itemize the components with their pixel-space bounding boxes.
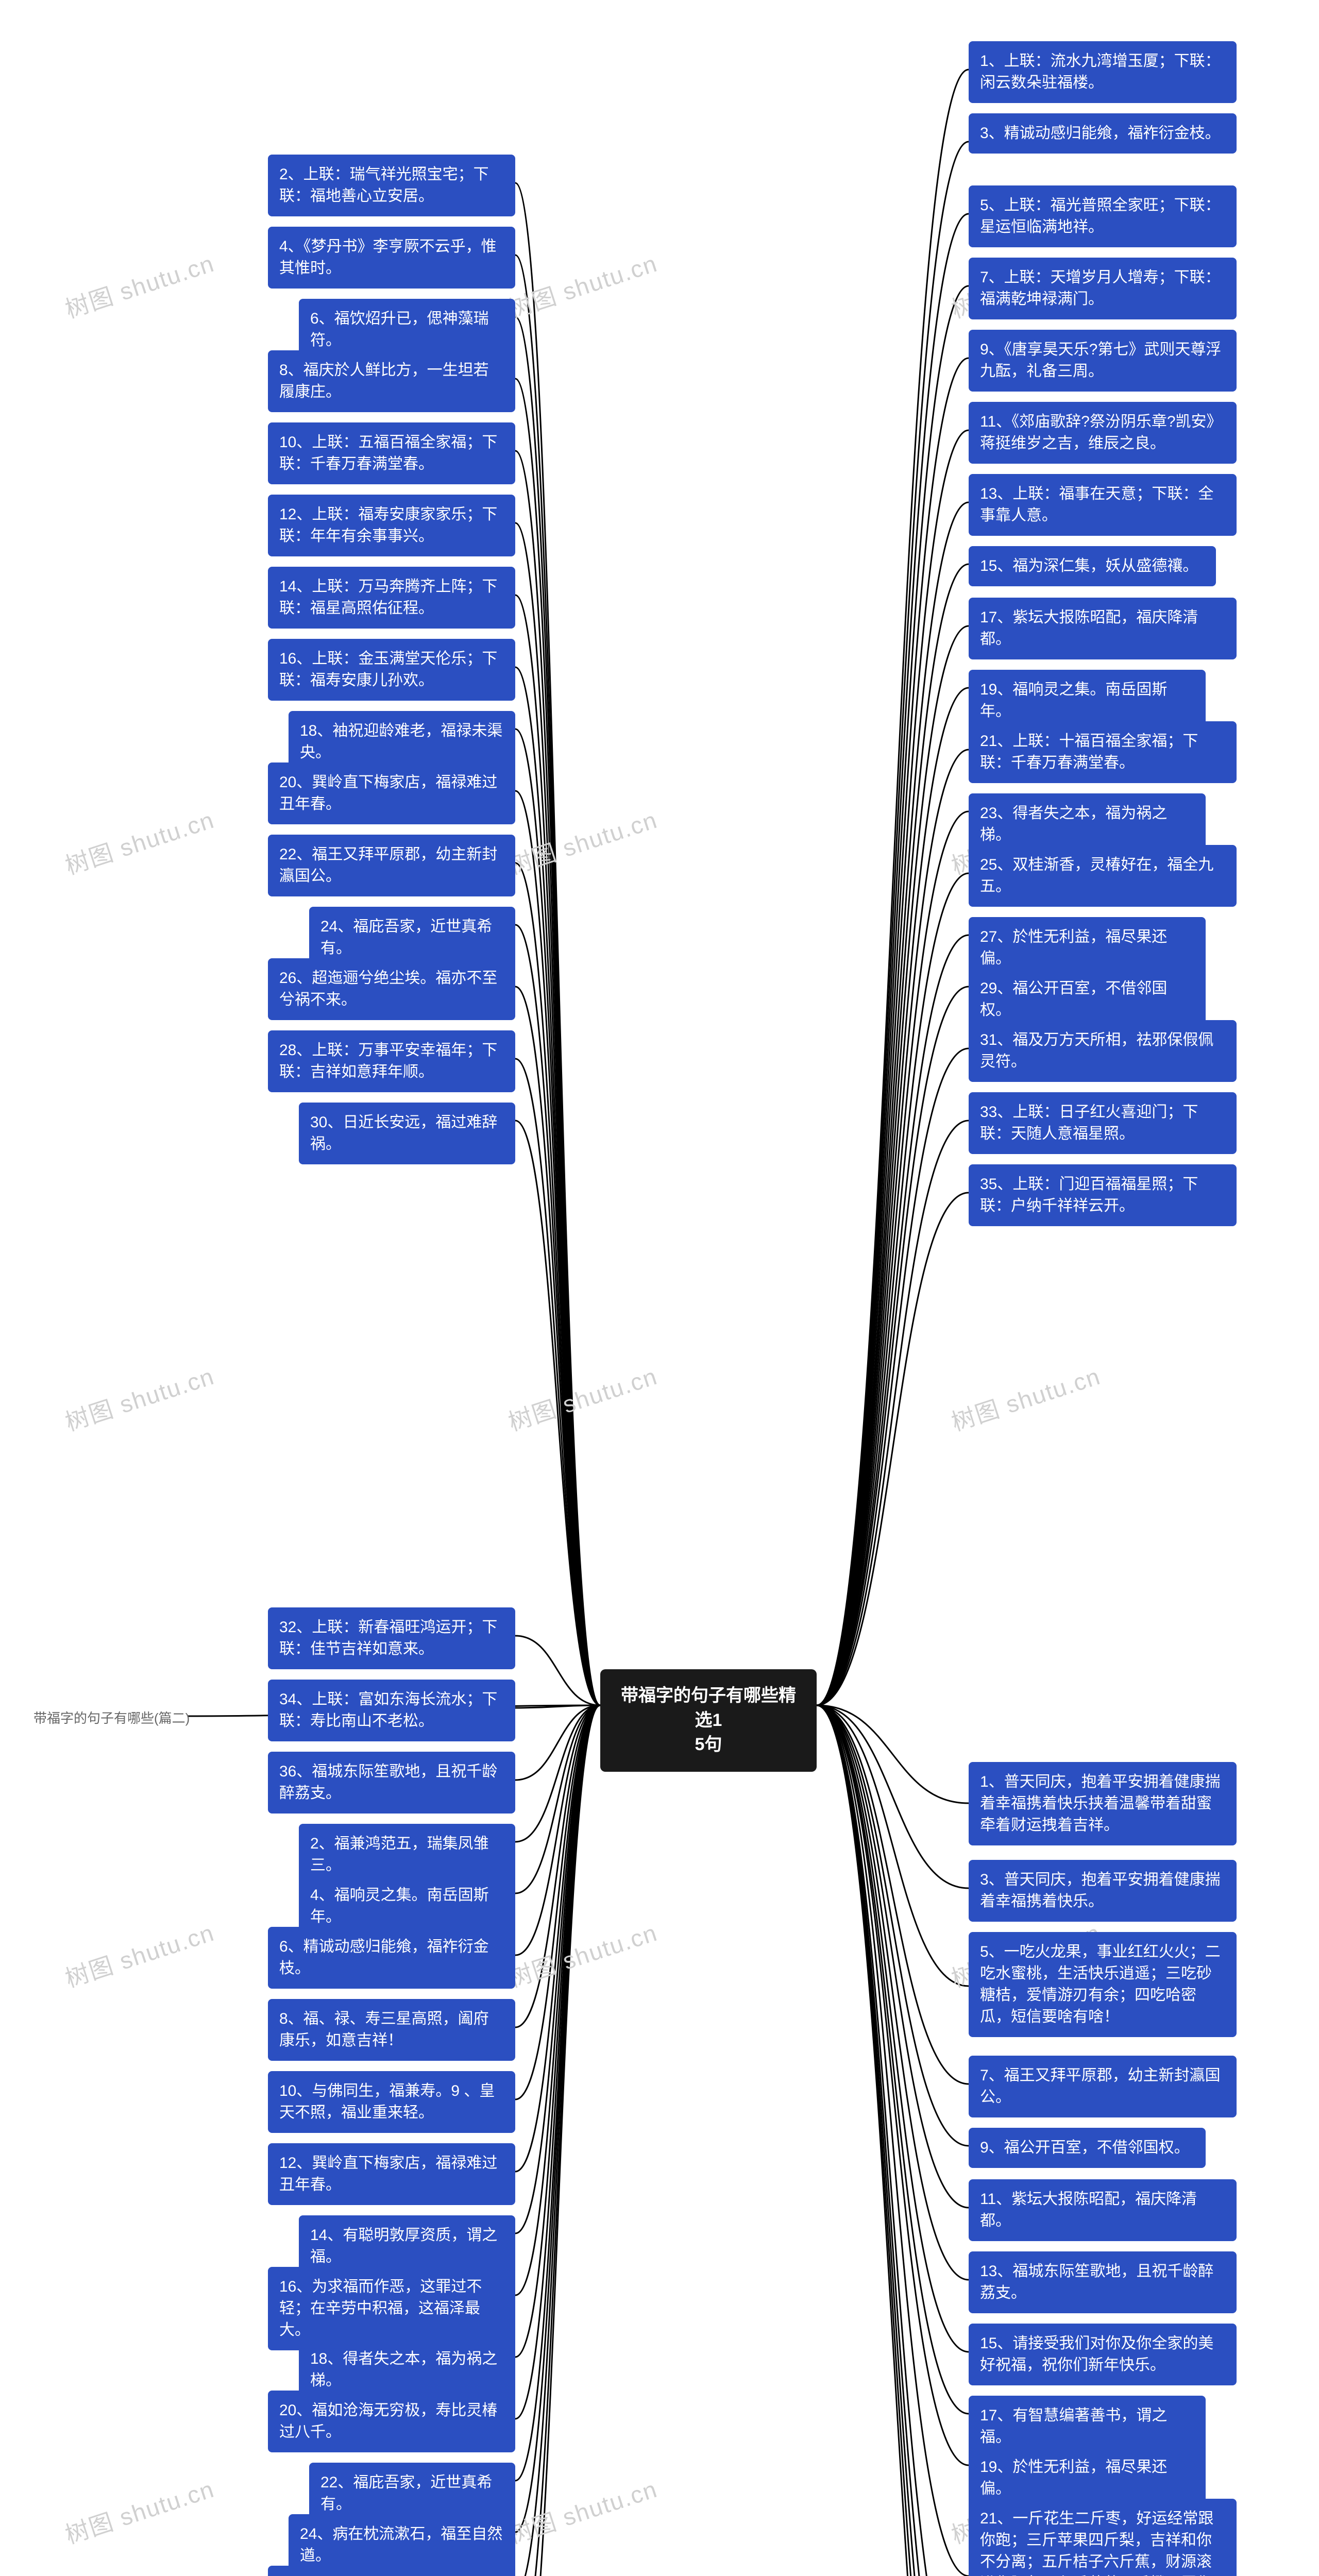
right-node: 33、上联：日子红火喜迎门；下联：天随人意福星照。 <box>969 1092 1237 1154</box>
right-node: 3、精诚动感归能飨，福祚衍金枝。 <box>969 113 1237 154</box>
watermark: 树图 shutu.cn <box>503 2470 661 2551</box>
left-node: 14、上联：万马奔腾齐上阵；下联：福星高照佑征程。 <box>268 567 515 629</box>
right-node: 1、普天同庆，抱着平安拥着健康揣着幸福携着快乐挟着温馨带着甜蜜牵着财运拽着吉祥。 <box>969 1762 1237 1845</box>
right-node: 11、紫坛大报陈昭配，福庆降清都。 <box>969 2179 1237 2241</box>
right-node: 9、福公开百室，不借邻国权。 <box>969 2128 1206 2168</box>
right-node: 5、上联：福光普照全家旺；下联：星运恒临满地祥。 <box>969 185 1237 247</box>
watermark: 树图 shutu.cn <box>503 245 661 325</box>
watermark: 树图 shutu.cn <box>503 801 661 882</box>
watermark: 树图 shutu.cn <box>60 2470 218 2551</box>
right-node: 7、福王又拜平原郡，幼主新封瀛国公。 <box>969 2056 1237 2117</box>
right-node: 11、《郊庙歌辞?祭汾阴乐章?凯安》蒋挺维岁之吉，维辰之良。 <box>969 402 1237 464</box>
left-node: 26、超迤逦兮绝尘埃。福亦不至兮祸不来。 <box>268 958 515 1020</box>
right-node: 35、上联：门迎百福福星照；下联：户纳千祥祥云开。 <box>969 1164 1237 1226</box>
left-node: 2、上联：瑞气祥光照宝宅；下联：福地善心立安居。 <box>268 155 515 216</box>
right-node: 21、一斤花生二斤枣，好运经常跟你跑；三斤苹果四斤梨，吉祥和你不分离；五斤桔子六… <box>969 2499 1237 2576</box>
right-node: 21、上联：十福百福全家福；下联：千春万春满堂春。 <box>969 721 1237 783</box>
left-node: 28、上联：万事平安幸福年；下联：吉祥如意拜年顺。 <box>268 1030 515 1092</box>
right-node: 13、上联：福事在天意；下联：全事靠人意。 <box>969 474 1237 536</box>
left-node: 16、为求福而作恶，这罪过不轻；在辛劳中积福，这福泽最大。 <box>268 2267 515 2350</box>
watermark: 树图 shutu.cn <box>503 1914 661 1994</box>
right-node: 1、上联：流水九湾增玉厦；下联：闲云数朵驻福楼。 <box>969 41 1237 103</box>
left-node: 32、上联：新春福旺鸿运开；下联：佳节吉祥如意来。 <box>268 1607 515 1669</box>
section-label: 带福字的句子有哪些(篇二) <box>33 1708 190 1727</box>
left-node: 4、《梦丹书》李亨厥不云乎，惟其惟时。 <box>268 227 515 289</box>
right-node: 3、普天同庆，抱着平安拥着健康揣着幸福携着快乐。 <box>969 1860 1237 1922</box>
center-title-l2: 5句 <box>695 1735 722 1754</box>
left-node: 12、上联：福寿安康家家乐；下联：年年有余事事兴。 <box>268 495 515 556</box>
right-node: 5、一吃火龙果，事业红红火火；二吃水蜜桃，生活快乐逍遥；三吃砂糖桔，爱情游刃有余… <box>969 1932 1237 2037</box>
right-node: 13、福城东际笙歌地，且祝千龄醉荔支。 <box>969 2251 1237 2313</box>
left-node: 30、日近长安远，福过难辞祸。 <box>299 1103 515 1164</box>
center-title-l1: 带福字的句子有哪些精选1 <box>621 1686 796 1730</box>
watermark: 树图 shutu.cn <box>60 1358 218 1438</box>
center-node: 带福字的句子有哪些精选1 5句 <box>600 1669 817 1772</box>
watermark: 树图 shutu.cn <box>60 801 218 882</box>
right-node: 17、紫坛大报陈昭配，福庆降清都。 <box>969 598 1237 659</box>
left-node: 22、福王又拜平原郡，幼主新封瀛国公。 <box>268 835 515 896</box>
left-node: 26、超迤逦兮绝尘埃。福亦不至兮祸不来。 <box>268 2566 515 2576</box>
left-node: 12、巽岭直下梅家店，福禄难过丑年春。 <box>268 2143 515 2205</box>
left-node: 8、福、禄、寿三星高照，阖府康乐，如意吉祥！ <box>268 1999 515 2061</box>
left-node: 20、福如沧海无穷极，寿比灵椿过八千。 <box>268 2391 515 2452</box>
watermark: 树图 shutu.cn <box>60 245 218 325</box>
left-node: 6、精诚动感归能飨，福祚衍金枝。 <box>268 1927 515 1989</box>
right-node: 25、双桂渐香，灵椿好在，福全九五。 <box>969 845 1237 907</box>
watermark: 树图 shutu.cn <box>60 1914 218 1994</box>
watermark: 树图 shutu.cn <box>946 1358 1104 1438</box>
right-node: 7、上联：天增岁月人增寿；下联：福满乾坤禄满门。 <box>969 258 1237 319</box>
left-node: 20、巽岭直下梅家店，福禄难过丑年春。 <box>268 762 515 824</box>
left-node: 8、福庆於人鲜比方，一生坦若履康庄。 <box>268 350 515 412</box>
right-node: 15、请接受我们对你及你全家的美好祝福，祝你们新年快乐。 <box>969 2324 1237 2385</box>
left-node: 36、福城东际笙歌地，且祝千龄醉荔支。 <box>268 1752 515 1814</box>
watermark: 树图 shutu.cn <box>503 1358 661 1438</box>
left-node: 10、与佛同生，福兼寿。9 、皇天不照，福业重来轻。 <box>268 2071 515 2133</box>
right-node: 31、福及万方天所相，祛邪保假佩灵符。 <box>969 1020 1237 1082</box>
right-node: 15、福为深仁集，妖从盛德禳。 <box>969 546 1216 586</box>
left-node: 34、上联：富如东海长流水；下联：寿比南山不老松。 <box>268 1680 515 1741</box>
left-node: 10、上联：五福百福全家福；下联：千春万春满堂春。 <box>268 422 515 484</box>
right-node: 9、《唐享昊天乐?第七》武则天尊浮九酝，礼备三周。 <box>969 330 1237 392</box>
left-node: 16、上联：金玉满堂天伦乐；下联：福寿安康儿孙欢。 <box>268 639 515 701</box>
